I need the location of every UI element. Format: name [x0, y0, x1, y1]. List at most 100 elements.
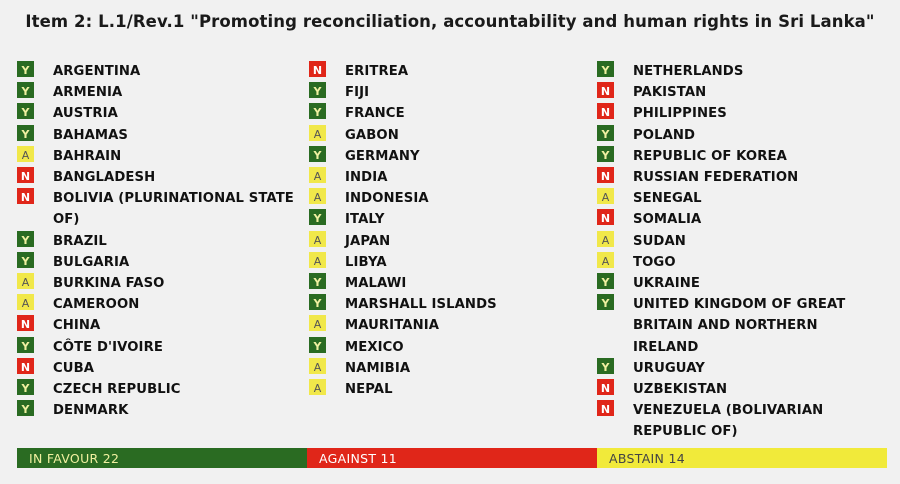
vote-entry: N BOLIVIA (PLURINATIONAL STATE OF): [17, 188, 297, 230]
vote-badge: Y: [597, 145, 614, 162]
country-name: BURKINA FASO: [53, 276, 165, 292]
country-name: VENEZUELA (BOLIVARIAN REPUBLIC OF): [633, 403, 824, 440]
country-name: INDONESIA: [345, 191, 429, 207]
vote-badge: Y: [597, 61, 614, 77]
vote-badge: Y: [309, 273, 326, 290]
vote-badge: A: [309, 230, 326, 247]
country-name: MARSHALL ISLANDS: [345, 297, 497, 313]
country-name: ERITREA: [345, 64, 409, 79]
vote-badge: A: [309, 251, 326, 268]
vote-entry: Y AUSTRIA: [17, 103, 297, 124]
vote-entry: Y CZECH REPUBLIC: [17, 379, 297, 400]
vote-entry: N SOMALIA: [597, 209, 887, 230]
country-name: PAKISTAN: [633, 85, 707, 101]
vote-badge: N: [597, 103, 614, 120]
country-name: SOMALIA: [633, 212, 702, 228]
vote-badge: A: [597, 251, 614, 268]
vote-entry: Y REPUBLIC OF KOREA: [597, 145, 887, 167]
country-name: GERMANY: [345, 148, 420, 164]
vote-entry: Y GERMANY: [309, 145, 589, 167]
vote-badge: N: [309, 61, 326, 77]
vote-badge: A: [309, 315, 326, 332]
vote-entry: N RUSSIAN FEDERATION: [597, 167, 887, 188]
vote-badge: Y: [309, 145, 326, 162]
vote-entry: N ERITREA: [309, 61, 589, 82]
country-name: FIJI: [345, 85, 370, 101]
vote-badge: N: [17, 188, 34, 205]
vote-badge: Y: [17, 251, 34, 268]
country-name: AUSTRIA: [53, 106, 118, 122]
country-name: REPUBLIC OF KOREA: [633, 148, 787, 164]
country-name: INDIA: [345, 170, 388, 186]
country-name: CÔTE D'IVOIRE: [53, 339, 163, 355]
vote-entry: N CHINA: [17, 315, 297, 336]
vote-badge: N: [17, 315, 34, 332]
vote-badge: Y: [597, 124, 614, 141]
vote-badge: Y: [17, 400, 34, 417]
country-name: PHILIPPINES: [633, 106, 727, 122]
vote-entry: A CAMEROON: [17, 294, 297, 315]
country-name: FRANCE: [345, 106, 405, 122]
country-name: TOGO: [633, 254, 676, 270]
vote-badge: A: [17, 145, 34, 162]
vote-entry: Y POLAND: [597, 124, 887, 146]
vote-badge: Y: [17, 379, 34, 396]
vote-entry: Y ITALY: [309, 209, 589, 230]
vote-entry: A SUDAN: [597, 230, 887, 252]
vote-entry: Y ARMENIA: [17, 82, 297, 103]
country-name: GABON: [345, 127, 399, 143]
vote-badge: Y: [309, 209, 326, 226]
tally-in-favour: IN FAVOUR 22: [17, 448, 307, 468]
vote-badge: Y: [17, 82, 34, 99]
vote-badge: Y: [597, 273, 614, 290]
vote-entry: A SENEGAL: [597, 188, 887, 209]
vote-badge: N: [597, 82, 614, 99]
tally-abstain: ABSTAIN 14: [597, 448, 887, 468]
country-name: CUBA: [53, 360, 95, 376]
country-name: UNITED KINGDOM OF GREAT BRITAIN AND NORT…: [633, 297, 846, 355]
country-name: JAPAN: [345, 233, 391, 249]
vote-entry: Y DENMARK: [17, 400, 297, 421]
country-name: BAHAMAS: [53, 127, 129, 143]
country-name: MEXICO: [345, 339, 404, 355]
country-name: MAURITANIA: [345, 318, 440, 334]
vote-entry: Y MEXICO: [309, 336, 589, 358]
country-name: CHINA: [53, 318, 101, 334]
tally-against: AGAINST 11: [307, 448, 597, 468]
vote-badge: N: [597, 167, 614, 184]
vote-badge: Y: [597, 357, 614, 374]
country-name: BANGLADESH: [53, 170, 156, 186]
vote-entry: A NEPAL: [309, 379, 589, 400]
vote-entry: A TOGO: [597, 251, 887, 273]
vote-badge: A: [309, 124, 326, 141]
vote-badge: Y: [597, 294, 614, 311]
vote-badge: A: [309, 357, 326, 374]
vote-entry: Y FRANCE: [309, 103, 589, 124]
vote-entry: Y MARSHALL ISLANDS: [309, 294, 589, 315]
vote-entry: Y BRAZIL: [17, 230, 297, 252]
vote-badge: Y: [17, 230, 34, 247]
vote-entry: Y BULGARIA: [17, 251, 297, 273]
vote-badge: A: [309, 167, 326, 184]
vote-entry: A MAURITANIA: [309, 315, 589, 336]
country-name: BULGARIA: [53, 254, 130, 270]
vote-badge: Y: [309, 103, 326, 120]
vote-column-2: N ERITREA Y FIJI Y FRANCE A GABON Y GERMANY A INDIA…: [309, 61, 589, 400]
vote-entry: Y UKRAINE: [597, 273, 887, 294]
country-name: BOLIVIA (PLURINATIONAL STATE OF): [53, 191, 294, 228]
country-name: NETHERLANDS: [633, 64, 744, 79]
vote-entry: A BAHRAIN: [17, 145, 297, 167]
vote-badge: Y: [309, 82, 326, 99]
vote-entry: A INDIA: [309, 167, 589, 188]
vote-badge: Y: [309, 294, 326, 311]
vote-entry: A INDONESIA: [309, 188, 589, 209]
vote-badge: N: [597, 379, 614, 396]
vote-entry: Y NETHERLANDS: [597, 61, 887, 82]
vote-badge: A: [309, 379, 326, 396]
vote-entry: A BURKINA FASO: [17, 273, 297, 294]
vote-badge: Y: [17, 103, 34, 120]
vote-badge: N: [597, 209, 614, 226]
vote-badge: N: [597, 400, 614, 417]
country-name: LIBYA: [345, 254, 387, 270]
vote-entry: N CUBA: [17, 357, 297, 379]
